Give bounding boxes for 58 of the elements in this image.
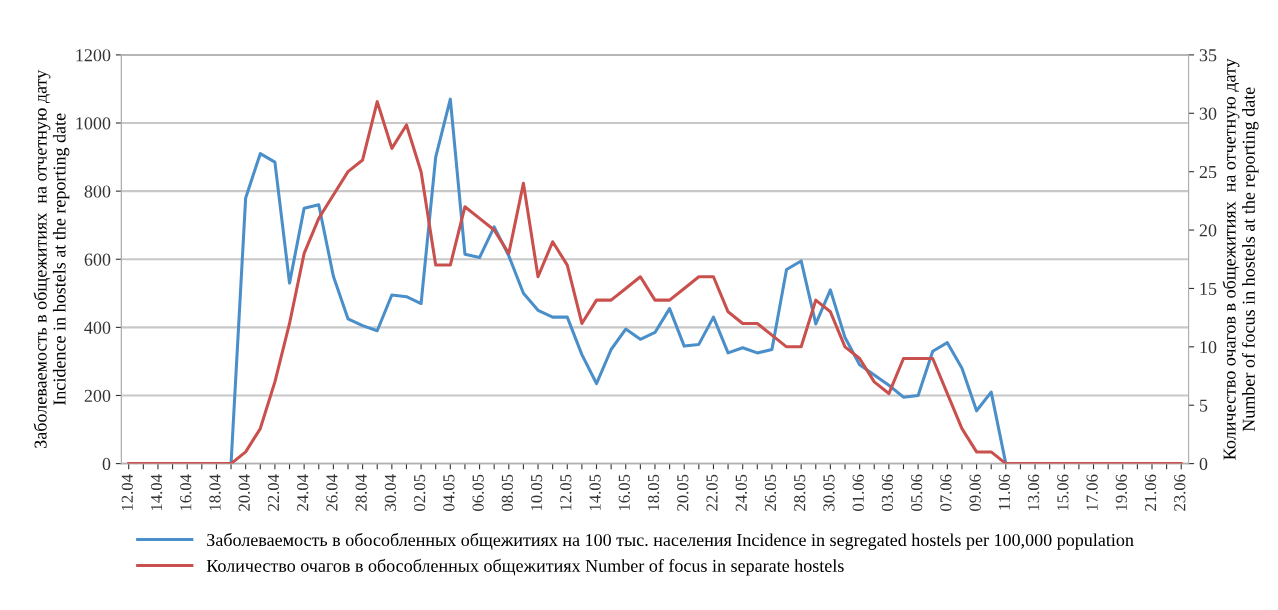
x-tick-label: 12.05 [560, 474, 572, 511]
y-tick-label: 1000 [76, 117, 111, 130]
y2-tick-label: 0 [1199, 457, 1208, 471]
x-tick-label: 28.04 [355, 474, 367, 511]
legend-label: Заболеваемость в обособленных общежитиях на 100 тыс. населения Incidence in segregated hostels per 100,000 population [207, 532, 1134, 550]
line-series [229, 97, 1008, 464]
x-tick-label: 06.05 [472, 474, 484, 511]
x-tick-label: 20.05 [677, 474, 689, 511]
y2-tick-label: 35 [1199, 49, 1217, 62]
x-tick-label: 02.05 [414, 474, 426, 511]
legend-label: Количество очагов в обособленных общежитиях Number of focus in separate hostels [206, 558, 844, 576]
x-tick-label: 21.06 [1144, 474, 1157, 511]
y2-tick-label: 5 [1200, 399, 1208, 412]
x-tick-label: 04.05 [443, 474, 455, 511]
x-tick-label: 11.06 [998, 474, 1011, 510]
x-tick-label: 16.05 [618, 474, 630, 511]
y-axis-title: Заболеваемость в общежитиях на отчетную дату Incidence in hostels at the reporting date [33, 69, 70, 448]
x-tick-label: 17.06 [1086, 474, 1098, 511]
x-tick-label: 24.04 [297, 474, 309, 511]
x-tick-label: 22.05 [706, 474, 718, 511]
x-tick-label: 19.06 [1115, 474, 1127, 511]
x-tick-label: 26.05 [764, 474, 777, 511]
x-tick-label: 30.05 [823, 474, 835, 511]
x-tick-label: 15.06 [1057, 474, 1069, 511]
x-tick-label: 24.05 [735, 474, 747, 511]
x-tick-label: 23.06 [1174, 474, 1186, 511]
x-tick-label: 03.06 [881, 474, 894, 511]
x-tick-label: 09.06 [969, 474, 981, 511]
x-tick-label: 30.04 [384, 474, 397, 511]
y-tick-label: 1200 [76, 49, 111, 62]
line-series [127, 100, 1183, 464]
x-tick-label: 08.05 [501, 474, 514, 511]
y-tick-label: 800 [84, 185, 111, 198]
x-tick-label: 26.04 [326, 474, 338, 511]
y-tick-label: 200 [84, 389, 111, 402]
y-tick-label: 600 [84, 253, 111, 266]
x-tick-label: 13.06 [1027, 474, 1040, 511]
x-tick-label: 01.06 [852, 474, 864, 511]
y-tick-label: 400 [84, 321, 111, 334]
y2-tick-label: 30 [1199, 107, 1217, 120]
x-tick-label: 18.05 [647, 474, 660, 511]
x-tick-label: 28.05 [794, 474, 806, 511]
y2-tick-label: 15 [1200, 282, 1217, 295]
x-tick-label: 20.04 [238, 474, 250, 511]
y2-axis-title: Количество очагов в общежитиях на отчетную дату Number of focus in hostels at the reporting date [1222, 58, 1259, 460]
y2-tick-label: 20 [1199, 224, 1217, 237]
x-tick-label: 14.04 [150, 474, 163, 511]
x-tick-label: 05.06 [911, 474, 923, 511]
x-tick-label: 16.04 [180, 474, 192, 511]
x-tick-label: 14.05 [589, 474, 601, 511]
y2-tick-label: 25 [1199, 165, 1217, 179]
x-tick-label: 18.04 [209, 474, 221, 511]
x-tick-label: 10.05 [530, 474, 543, 511]
x-tick-label: 12.04 [121, 474, 133, 511]
y2-tick-label: 10 [1200, 341, 1217, 354]
x-tick-label: 07.06 [940, 474, 952, 511]
x-tick-label: 22.04 [267, 474, 280, 511]
y-tick-label: 0 [102, 457, 111, 471]
